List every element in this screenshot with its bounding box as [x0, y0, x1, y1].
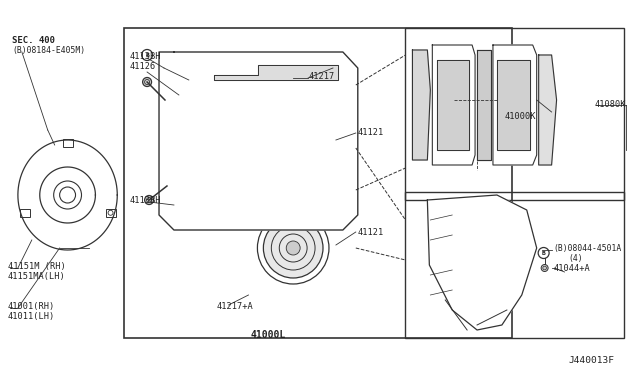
Circle shape: [286, 241, 300, 255]
Circle shape: [257, 112, 329, 184]
Bar: [191, 82, 326, 202]
Text: 41217+A: 41217+A: [217, 302, 253, 311]
Bar: [124, 28, 512, 338]
Polygon shape: [437, 60, 469, 150]
Circle shape: [257, 212, 329, 284]
Polygon shape: [159, 52, 358, 230]
Text: 41044+A: 41044+A: [554, 264, 590, 273]
Circle shape: [286, 141, 300, 155]
Polygon shape: [433, 45, 475, 165]
Text: 41126: 41126: [129, 62, 156, 71]
Polygon shape: [214, 65, 338, 80]
Text: (B)08044-4501A: (B)08044-4501A: [554, 244, 622, 253]
Text: B: B: [542, 250, 545, 256]
Polygon shape: [412, 50, 430, 160]
Bar: [406, 192, 624, 338]
Text: 41001(RH): 41001(RH): [8, 302, 55, 311]
Text: 41151MA(LH): 41151MA(LH): [8, 272, 66, 281]
Text: SEC. 400: SEC. 400: [12, 36, 55, 45]
Text: (B)08184-E405M): (B)08184-E405M): [12, 46, 85, 55]
Circle shape: [143, 77, 152, 87]
Circle shape: [541, 264, 548, 272]
Text: 41121: 41121: [358, 228, 384, 237]
Text: J440013F: J440013F: [568, 356, 614, 365]
Polygon shape: [493, 45, 537, 165]
Circle shape: [264, 218, 323, 278]
Polygon shape: [428, 195, 537, 330]
Text: 41151M (RH): 41151M (RH): [8, 262, 66, 271]
Text: 41000K: 41000K: [505, 112, 536, 121]
Bar: [406, 28, 624, 200]
Text: 41080K: 41080K: [595, 100, 626, 109]
Text: (4): (4): [568, 254, 583, 263]
Bar: [20, 209, 29, 217]
Polygon shape: [497, 60, 530, 150]
Text: 41121: 41121: [358, 128, 384, 137]
Text: 4113BH: 4113BH: [129, 52, 161, 61]
Bar: [106, 209, 115, 217]
Bar: [63, 139, 72, 147]
Text: 41000L: 41000L: [251, 330, 286, 340]
Text: 4113BH: 4113BH: [129, 196, 161, 205]
Bar: [184, 75, 333, 210]
Text: 41011(LH): 41011(LH): [8, 312, 55, 321]
Circle shape: [145, 196, 154, 205]
Polygon shape: [477, 50, 491, 160]
Text: B: B: [145, 52, 149, 58]
Text: 41217: 41217: [308, 72, 334, 81]
Polygon shape: [539, 55, 557, 165]
Circle shape: [264, 118, 323, 178]
